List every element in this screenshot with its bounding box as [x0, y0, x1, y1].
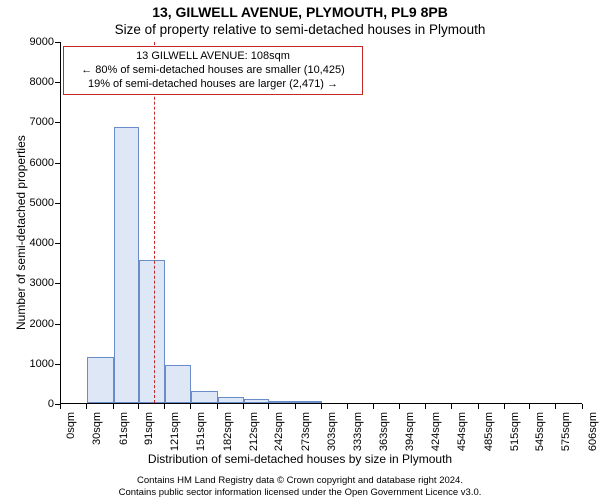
chart-title-line2: Size of property relative to semi-detach…: [0, 22, 600, 37]
x-tick-mark: [555, 404, 556, 409]
y-tick-mark: [55, 324, 60, 325]
plot-area: 13 GILWELL AVENUE: 108sqm← 80% of semi-d…: [60, 42, 582, 404]
footer-line1: Contains HM Land Registry data © Crown c…: [0, 475, 600, 486]
y-tick-label: 4000: [4, 237, 54, 249]
y-tick-label: 9000: [4, 36, 54, 48]
footer-line2: Contains public sector information licen…: [0, 487, 600, 498]
chart-title-line1: 13, GILWELL AVENUE, PLYMOUTH, PL9 8PB: [0, 4, 600, 20]
x-tick-mark: [268, 404, 269, 409]
x-tick-mark: [529, 404, 530, 409]
x-tick-mark: [373, 404, 374, 409]
x-tick-mark: [399, 404, 400, 409]
y-tick-label: 5000: [4, 197, 54, 209]
y-tick-label: 6000: [4, 157, 54, 169]
footer-attribution: Contains HM Land Registry data © Crown c…: [0, 475, 600, 498]
x-tick-mark: [243, 404, 244, 409]
x-tick-mark: [582, 404, 583, 409]
overlay-layer: 13 GILWELL AVENUE: 108sqm← 80% of semi-d…: [61, 42, 582, 403]
callout-line1: 13 GILWELL AVENUE: 108sqm: [70, 50, 356, 64]
y-tick-mark: [55, 122, 60, 123]
x-tick-mark: [295, 404, 296, 409]
x-tick-mark: [86, 404, 87, 409]
y-tick-mark: [55, 82, 60, 83]
x-tick-mark: [217, 404, 218, 409]
y-tick-label: 8000: [4, 76, 54, 88]
y-tick-mark: [55, 243, 60, 244]
y-tick-mark: [55, 203, 60, 204]
x-tick-mark: [504, 404, 505, 409]
y-tick-label: 3000: [4, 277, 54, 289]
x-tick-mark: [321, 404, 322, 409]
y-tick-label: 1000: [4, 358, 54, 370]
y-tick-label: 2000: [4, 318, 54, 330]
y-tick-label: 7000: [4, 116, 54, 128]
y-tick-mark: [55, 283, 60, 284]
y-tick-mark: [55, 42, 60, 43]
x-tick-mark: [478, 404, 479, 409]
x-tick-mark: [164, 404, 165, 409]
y-tick-mark: [55, 364, 60, 365]
x-tick-mark: [113, 404, 114, 409]
x-tick-mark: [190, 404, 191, 409]
x-tick-mark: [425, 404, 426, 409]
x-tick-mark: [60, 404, 61, 409]
callout-line2: ← 80% of semi-detached houses are smalle…: [70, 64, 356, 78]
y-tick-label: 0: [4, 398, 54, 410]
callout-box: 13 GILWELL AVENUE: 108sqm← 80% of semi-d…: [63, 46, 363, 95]
callout-line3: 19% of semi-detached houses are larger (…: [70, 78, 356, 92]
x-tick-mark: [451, 404, 452, 409]
x-axis-label: Distribution of semi-detached houses by …: [0, 452, 600, 466]
figure: 13, GILWELL AVENUE, PLYMOUTH, PL9 8PB Si…: [0, 0, 600, 500]
y-tick-mark: [55, 163, 60, 164]
marker-line: [154, 42, 155, 403]
x-tick-mark: [138, 404, 139, 409]
x-tick-mark: [347, 404, 348, 409]
